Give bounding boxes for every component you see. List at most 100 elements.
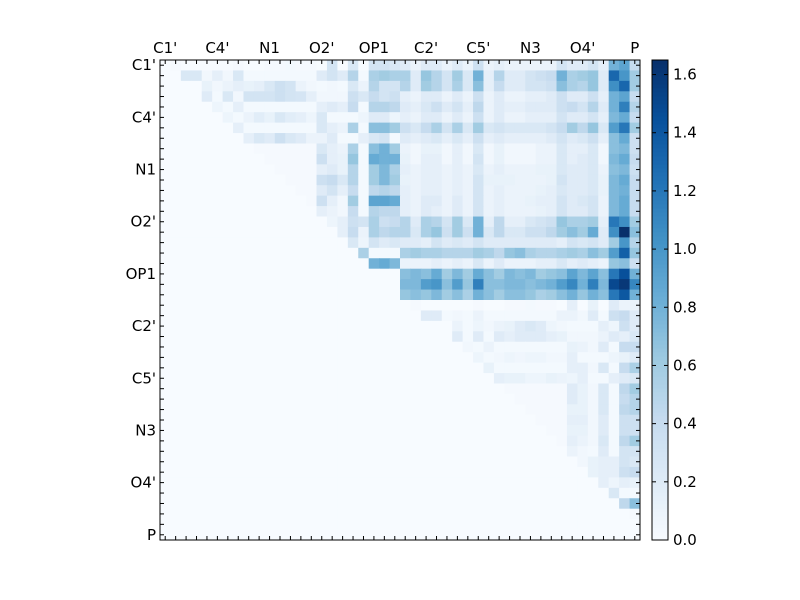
heatmap-cell bbox=[222, 362, 234, 374]
heatmap-cell bbox=[504, 289, 516, 301]
heatmap-cell bbox=[295, 487, 307, 499]
heatmap-cell bbox=[243, 529, 255, 541]
heatmap-cell bbox=[566, 341, 578, 353]
heatmap-cell bbox=[180, 279, 192, 291]
heatmap-cell bbox=[285, 466, 297, 478]
heatmap-cell bbox=[598, 466, 610, 478]
heatmap-cell bbox=[577, 226, 589, 238]
heatmap-cell bbox=[295, 477, 307, 489]
heatmap-cell bbox=[180, 237, 192, 249]
heatmap-cell bbox=[368, 393, 380, 405]
heatmap-cell bbox=[608, 289, 620, 301]
heatmap-cell bbox=[358, 101, 370, 113]
heatmap-cell bbox=[337, 112, 349, 124]
heatmap-cell bbox=[253, 216, 265, 228]
heatmap-cell bbox=[525, 279, 537, 291]
heatmap-cell bbox=[368, 237, 380, 249]
heatmap-cell bbox=[504, 383, 516, 395]
heatmap-cell bbox=[566, 70, 578, 82]
heatmap-cell bbox=[347, 195, 359, 207]
heatmap-cell bbox=[379, 310, 391, 322]
heatmap-cell bbox=[274, 477, 286, 489]
heatmap-cell bbox=[473, 289, 484, 301]
heatmap-cell bbox=[326, 164, 338, 176]
heatmap-cell bbox=[598, 60, 610, 71]
heatmap-cell bbox=[274, 466, 286, 478]
heatmap-cell bbox=[400, 258, 411, 270]
heatmap-cell bbox=[379, 393, 391, 405]
heatmap-cell bbox=[441, 206, 453, 218]
heatmap-cell bbox=[368, 60, 380, 71]
heatmap-cell bbox=[598, 237, 610, 249]
heatmap-cell bbox=[358, 185, 370, 197]
heatmap-cell bbox=[295, 320, 307, 332]
heatmap-cell bbox=[629, 435, 641, 447]
heatmap-cell bbox=[191, 101, 203, 113]
heatmap-cell bbox=[347, 466, 359, 478]
heatmap-cell bbox=[160, 279, 171, 291]
colorbar-segment bbox=[652, 132, 668, 137]
heatmap-cell bbox=[368, 341, 380, 353]
heatmap-cell bbox=[483, 466, 495, 478]
heatmap-cell bbox=[358, 508, 370, 520]
heatmap-cell bbox=[358, 70, 370, 82]
heatmap-cell bbox=[295, 383, 307, 395]
heatmap-cell bbox=[629, 258, 641, 270]
heatmap-cell bbox=[160, 487, 171, 499]
heatmap-cell bbox=[587, 133, 599, 144]
heatmap-cell bbox=[212, 404, 224, 416]
heatmap-cell bbox=[473, 258, 484, 270]
heatmap-cell bbox=[368, 143, 380, 155]
colorbar-tick-label: 0.4 bbox=[673, 415, 697, 433]
heatmap-cell bbox=[483, 174, 495, 186]
heatmap-cell bbox=[441, 383, 453, 395]
heatmap-cell bbox=[400, 529, 411, 541]
heatmap-cell bbox=[285, 477, 297, 489]
heatmap-cell bbox=[368, 91, 380, 103]
heatmap-cell bbox=[473, 185, 484, 197]
colorbar-segment bbox=[652, 356, 668, 361]
heatmap-cell bbox=[347, 300, 359, 311]
heatmap-cell bbox=[347, 143, 359, 155]
heatmap-cell bbox=[264, 268, 276, 280]
heatmap-cell bbox=[514, 268, 526, 280]
heatmap-cell bbox=[306, 498, 318, 510]
heatmap-cell bbox=[160, 70, 171, 82]
heatmap-cell bbox=[379, 300, 391, 311]
heatmap-cell bbox=[264, 383, 276, 395]
heatmap-cell bbox=[274, 206, 286, 218]
heatmap-cell bbox=[368, 101, 380, 113]
heatmap-cell bbox=[400, 91, 411, 103]
colorbar-segment bbox=[652, 412, 668, 417]
heatmap-cell bbox=[577, 373, 589, 384]
heatmap-cell bbox=[431, 174, 443, 186]
heatmap-cell bbox=[608, 383, 620, 395]
heatmap-cell bbox=[222, 425, 234, 437]
heatmap-cell bbox=[358, 237, 370, 249]
heatmap-cell bbox=[379, 112, 391, 124]
heatmap-cell bbox=[358, 435, 370, 447]
heatmap-cell bbox=[566, 185, 578, 197]
heatmap-cell bbox=[180, 289, 192, 301]
colorbar-segment bbox=[652, 168, 668, 173]
heatmap-cell bbox=[295, 404, 307, 416]
heatmap-cell bbox=[441, 310, 453, 322]
heatmap-cell bbox=[170, 352, 182, 364]
heatmap-cell bbox=[379, 80, 391, 92]
heatmap-cell bbox=[191, 362, 203, 374]
heatmap-cell bbox=[295, 101, 307, 113]
heatmap-cell bbox=[233, 206, 244, 218]
heatmap-cell bbox=[316, 70, 328, 82]
heatmap-cell bbox=[441, 320, 453, 332]
heatmap-cell bbox=[264, 508, 276, 520]
heatmap-cell bbox=[191, 60, 203, 71]
heatmap-cell bbox=[587, 487, 599, 499]
heatmap-cell bbox=[452, 320, 464, 332]
colorbar-segment bbox=[652, 416, 668, 421]
heatmap-cell bbox=[514, 143, 526, 155]
colorbar-segment bbox=[652, 472, 668, 477]
heatmap-cell bbox=[504, 185, 516, 197]
heatmap-cell bbox=[212, 414, 224, 426]
heatmap-cell bbox=[253, 393, 265, 405]
